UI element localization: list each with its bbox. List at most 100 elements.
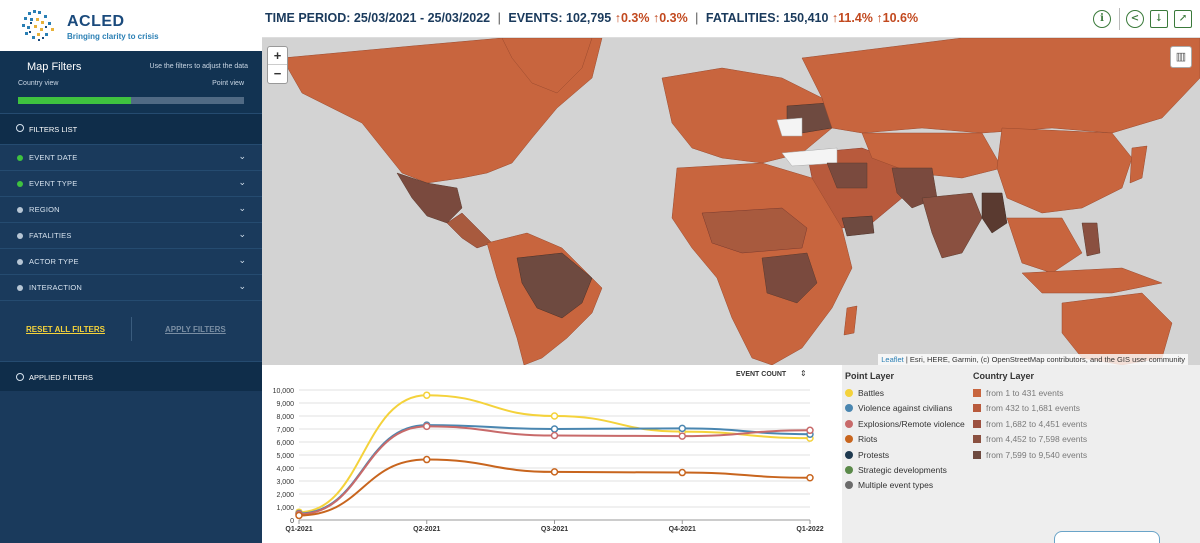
syria-iraq-region <box>826 162 868 189</box>
country-legend-item: from 4,452 to 7,598 events <box>973 434 1087 446</box>
actions-divider <box>131 317 132 341</box>
filter-status-dot <box>17 155 23 161</box>
point-legend-item[interactable]: Battles <box>845 388 884 400</box>
chevron-down-icon: ⌄ <box>238 203 246 213</box>
point-legend-item[interactable]: Protests <box>845 450 889 462</box>
filter-label: EVENT TYPE <box>29 179 78 188</box>
sort-toggle-icon[interactable]: ⇕ <box>800 369 807 378</box>
map-layers-icon[interactable]: ▥ <box>1170 46 1192 68</box>
myanmar-region <box>981 192 1008 234</box>
philippines-region <box>1081 222 1101 257</box>
chevron-down-icon: ⌄ <box>238 229 246 239</box>
fatalities-change-up-arrow-icon: ↑ <box>876 11 883 25</box>
logo[interactable]: ACLED Bringing clarity to crisis <box>0 0 262 51</box>
filter-row-actor-type[interactable]: ACTOR TYPE ⌄ <box>0 249 262 275</box>
world-map-choropleth <box>281 38 1200 365</box>
filter-status-dot <box>17 285 23 291</box>
legend-label: Explosions/Remote violence <box>858 418 965 429</box>
point-legend-item[interactable]: Strategic developments <box>845 465 947 477</box>
zoom-in-button[interactable]: + <box>268 47 287 65</box>
attribution-text: | Esri, HERE, Garmin, (c) OpenStreetMap … <box>903 355 1185 364</box>
point-legend-item[interactable]: Explosions/Remote violence <box>845 419 965 431</box>
point-view-label: Point view <box>212 80 244 87</box>
filter-list-icon <box>16 124 24 132</box>
event-count-chart: 0 1,000 2,000 3,000 4,000 5,000 6,000 7,000 8,00… <box>273 388 824 533</box>
event-count-selector[interactable]: EVENT COUNT <box>736 371 787 378</box>
zoom-control: + − <box>267 46 288 84</box>
legend-label: Violence against civilians <box>858 403 953 414</box>
drc-region <box>761 252 818 304</box>
point-layer-title: Point Layer <box>845 371 895 381</box>
view-toggle-fill <box>18 97 131 104</box>
events-change-up-arrow-icon: ↑ <box>652 11 660 25</box>
apply-filters-button[interactable]: APPLY FILTERS <box>165 325 226 334</box>
fatalities-change-up-arrow-icon: ↑ <box>831 11 839 25</box>
legend-swatch <box>845 419 853 428</box>
north-america-region <box>281 38 603 184</box>
filters-list-label: FILTERS LIST <box>29 125 78 134</box>
legend-swatch <box>845 466 853 474</box>
map-filters-header: Map Filters Use the filters to adjust th… <box>0 51 262 113</box>
leaflet-link[interactable]: Leaflet <box>881 355 904 364</box>
mexico-region <box>396 172 463 224</box>
legend-label: from 4,452 to 7,598 events <box>986 434 1088 445</box>
filter-label: EVENT DATE <box>29 153 78 162</box>
view-toggle-slider[interactable] <box>18 97 244 104</box>
data-point <box>423 455 431 464</box>
legend-swatch <box>845 481 853 490</box>
yemen-region <box>841 215 875 237</box>
filter-row-event-type[interactable]: EVENT TYPE ⌄ <box>0 171 262 197</box>
filter-row-region[interactable]: REGION ⌄ <box>0 197 262 223</box>
filters-list-header[interactable]: FILTERS LIST <box>0 113 262 145</box>
events-change-1: 0.3% <box>620 11 650 25</box>
data-point <box>423 391 431 399</box>
russia-region <box>801 38 1200 134</box>
data-point <box>550 431 559 440</box>
point-legend-item[interactable]: Riots <box>845 434 877 446</box>
events-change-up-arrow-icon: ↑ <box>614 11 621 25</box>
applied-filters-icon <box>16 373 24 381</box>
point-legend-item[interactable]: Violence against civilians <box>845 403 952 415</box>
fatalities-change-1: 11.4% <box>838 11 873 25</box>
filter-label: REGION <box>29 205 60 214</box>
download-icon[interactable]: ↓ <box>1150 10 1168 28</box>
legend-label: from 1,682 to 4,451 events <box>986 418 1088 429</box>
fatalities-value: 150,410 <box>783 11 829 25</box>
info-icon[interactable]: i <box>1093 10 1111 28</box>
stats-bar: TIME PERIOD: 25/03/2021 - 25/03/2022 | E… <box>262 0 1200 38</box>
filter-row-fatalities[interactable]: FATALITIES ⌄ <box>0 223 262 249</box>
legend-swatch <box>973 435 981 444</box>
world-map[interactable]: + − ▥ Leaflet | Esri, HERE, Garmin, (c) … <box>262 38 1200 365</box>
filter-list: EVENT DATE ⌄ EVENT TYPE ⌄ REGION ⌄ FATALITIES ⌄… <box>0 145 262 301</box>
export-icon[interactable]: ↗ <box>1174 10 1192 28</box>
data-point <box>806 474 814 482</box>
y-tick-label: 1,000 <box>276 505 294 512</box>
data-point <box>550 425 559 433</box>
map-attribution: Leaflet | Esri, HERE, Garmin, (c) OpenSt… <box>878 354 1188 365</box>
y-tick-label: 4,000 <box>276 466 294 473</box>
legend-label: Strategic developments <box>858 465 947 475</box>
share-icon[interactable]: < <box>1126 10 1144 28</box>
x-tick-label: Q1-2022 <box>796 526 823 533</box>
data-point <box>423 422 431 431</box>
applied-filters-header[interactable]: APPLIED FILTERS <box>0 361 262 391</box>
corner-widget[interactable] <box>1054 531 1160 543</box>
point-legend-item[interactable]: Multiple event types <box>845 480 933 492</box>
zoom-out-button[interactable]: − <box>273 66 282 81</box>
chevron-down-icon: ⌄ <box>238 177 246 187</box>
data-point <box>806 426 814 435</box>
reset-all-filters-button[interactable]: RESET ALL FILTERS <box>26 325 105 334</box>
fatalities-change-2: 10.6% <box>882 11 919 25</box>
legend-label: Multiple event types <box>858 480 934 491</box>
legend-label: Protests <box>858 449 890 460</box>
data-point <box>678 468 686 477</box>
time-period-value: 25/03/2021 - 25/03/2022 <box>353 11 491 25</box>
filter-row-event-date[interactable]: EVENT DATE ⌄ <box>0 145 262 171</box>
legend-panel: Point Layer Battles Violence against civi… <box>842 365 1200 543</box>
filter-label: ACTOR TYPE <box>29 257 79 266</box>
madagascar-region <box>843 305 858 336</box>
india-region <box>921 192 983 259</box>
filter-row-interaction[interactable]: INTERACTION ⌄ <box>0 275 262 301</box>
legend-swatch <box>845 435 853 444</box>
legend-swatch <box>973 419 981 428</box>
